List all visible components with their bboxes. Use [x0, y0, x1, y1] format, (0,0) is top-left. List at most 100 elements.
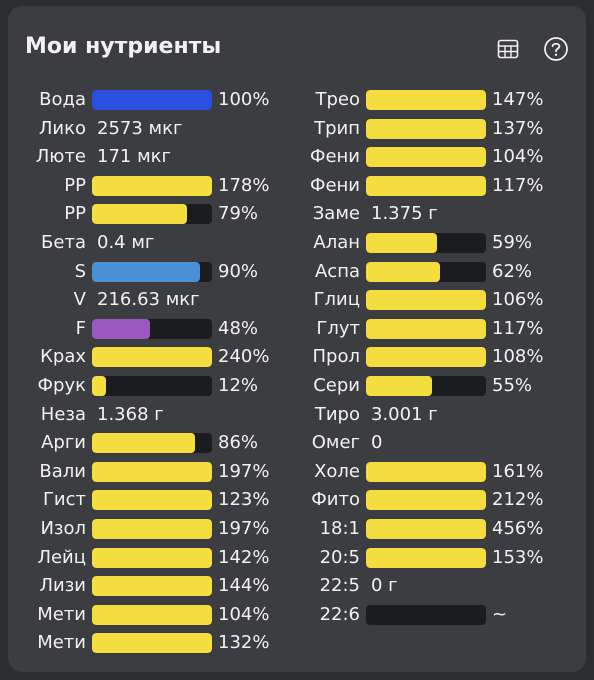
nutrient-row[interactable]: 20:5 153% — [298, 544, 586, 572]
nutrient-progress-fill — [366, 290, 486, 311]
nutrient-progress-fill — [366, 261, 441, 282]
nutrient-row[interactable]: Крах 240% — [8, 343, 298, 371]
nutrient-row[interactable]: V 216.63 мкг — [8, 286, 298, 314]
nutrient-percent: 79% — [218, 203, 259, 225]
nutrient-row[interactable]: Арги 86% — [8, 429, 298, 457]
nutrient-row[interactable]: PP 178% — [8, 172, 298, 200]
nutrient-progress-fill — [92, 261, 200, 282]
nutrient-percent: 100% — [218, 89, 270, 110]
nutrient-progress-fill — [366, 347, 486, 368]
nutrient-label: V — [73, 289, 86, 311]
nutrient-progress-bar — [366, 118, 486, 139]
nutrient-progress-fill — [92, 204, 187, 225]
nutrient-label: Трео — [315, 89, 360, 110]
nutrient-row[interactable]: PP 79% — [8, 200, 298, 228]
nutrient-label: Заме — [312, 203, 360, 225]
nutrient-row[interactable]: Вода 100% — [8, 86, 298, 114]
nutrient-row[interactable]: Омег 0 — [298, 429, 586, 457]
nutrients-card: Мои нутриенты Вода 100% Лико 2573 мкг Люте 17… — [8, 6, 586, 672]
nutrient-progress-bar — [92, 604, 212, 625]
nutrient-row[interactable]: Трео 147% — [298, 86, 586, 114]
nutrient-progress-bar — [366, 90, 486, 110]
nutrient-percent: 212% — [492, 489, 544, 511]
nutrient-row[interactable]: Фрук 12% — [8, 372, 298, 400]
nutrient-percent: 104% — [218, 603, 270, 625]
nutrient-label: Фрук — [37, 375, 86, 396]
nutrient-progress-bar — [92, 347, 212, 368]
nutrient-progress-fill — [366, 233, 437, 253]
nutrient-label: PP — [64, 174, 86, 196]
nutrient-row[interactable]: Мети 132% — [8, 629, 298, 657]
nutrient-amount: 0.4 мг — [97, 232, 155, 253]
nutrient-progress-fill — [92, 175, 212, 196]
nutrient-row[interactable]: S 90% — [8, 258, 298, 286]
nutrient-row[interactable]: Холе 161% — [298, 458, 586, 486]
nutrient-row[interactable]: Неза 1.368 г — [8, 401, 298, 429]
nutrient-percent: 104% — [492, 146, 544, 168]
nutrient-row[interactable]: 18:1 456% — [298, 515, 586, 543]
nutrient-label: Аспа — [314, 260, 360, 282]
nutrient-row[interactable]: Фито 212% — [298, 486, 586, 514]
nutrient-row[interactable]: Мети 104% — [8, 601, 298, 629]
nutrient-row[interactable]: Прол 108% — [298, 343, 586, 371]
nutrient-label: Лико — [38, 117, 86, 139]
nutrient-row[interactable]: Вали 197% — [8, 458, 298, 486]
nutrient-row[interactable]: Трип 137% — [298, 115, 586, 143]
nutrient-row[interactable]: Тиро 3.001 г — [298, 401, 586, 429]
nutrient-percent: 117% — [492, 317, 544, 339]
nutrient-row[interactable]: Алан 59% — [298, 229, 586, 257]
nutrient-amount: 0 — [371, 432, 383, 454]
nutrient-progress-fill — [92, 433, 196, 454]
nutrient-label: 20:5 — [319, 546, 360, 568]
help-icon[interactable] — [543, 36, 569, 62]
nutrient-row[interactable]: 22:5 0 г — [298, 572, 586, 600]
nutrient-progress-fill — [92, 576, 212, 597]
nutrient-row[interactable]: Лико 2573 мкг — [8, 115, 298, 143]
nutrient-amount: 171 мкг — [97, 146, 171, 168]
nutrient-label: Фени — [309, 174, 360, 196]
nutrient-progress-bar — [92, 576, 212, 597]
nutrient-row[interactable]: Гист 123% — [8, 486, 298, 514]
nutrient-percent: 123% — [218, 489, 270, 511]
nutrient-percent: 197% — [218, 460, 270, 482]
nutrient-percent: 161% — [492, 460, 544, 482]
nutrient-row[interactable]: Аспа 62% — [298, 258, 586, 286]
nutrient-row[interactable]: Бета 0.4 мг — [8, 229, 298, 257]
nutrient-progress-bar — [366, 261, 486, 282]
nutrient-row[interactable]: Лизи 144% — [8, 572, 298, 600]
nutrient-amount: 3.001 г — [371, 403, 438, 425]
nutrient-progress-fill — [366, 90, 486, 110]
nutrient-label: Холе — [314, 460, 360, 482]
nutrient-row[interactable]: Глиц 106% — [298, 286, 586, 314]
nutrient-progress-bar — [366, 318, 486, 339]
nutrient-row[interactable]: Лейц 142% — [8, 544, 298, 572]
nutrient-label: Мети — [37, 632, 86, 654]
nutrient-row[interactable]: Изол 197% — [8, 515, 298, 543]
nutrient-label: Бета — [41, 232, 86, 253]
nutrient-label: 22:5 — [319, 575, 360, 597]
nutrient-row[interactable]: Фени 104% — [298, 143, 586, 171]
table-icon[interactable] — [495, 36, 521, 62]
nutrient-progress-bar — [366, 376, 486, 396]
nutrient-row[interactable]: Сери 55% — [298, 372, 586, 400]
nutrient-progress-bar — [92, 204, 212, 225]
nutrient-row[interactable]: Заме 1.375 г — [298, 200, 586, 228]
nutrient-row[interactable]: Люте 171 мкг — [8, 143, 298, 171]
nutrient-row[interactable]: 22:6 ~ — [298, 601, 586, 629]
nutrient-percent: 117% — [492, 174, 544, 196]
nutrient-row[interactable]: F 48% — [8, 315, 298, 343]
nutrient-label: Трип — [314, 117, 360, 139]
nutrient-label: Мети — [37, 603, 86, 625]
nutrient-label: Крах — [40, 346, 86, 368]
nutrient-progress-fill — [92, 519, 212, 539]
nutrient-progress-fill — [366, 519, 486, 539]
nutrient-percent: 197% — [218, 518, 270, 539]
nutrient-progress-bar — [92, 90, 212, 110]
nutrient-percent: 144% — [218, 575, 270, 597]
nutrient-label: Арги — [41, 432, 86, 454]
nutrient-label: Глут — [316, 317, 360, 339]
nutrient-progress-bar — [366, 547, 486, 568]
nutrient-row[interactable]: Фени 117% — [298, 172, 586, 200]
nutrient-row[interactable]: Глут 117% — [298, 315, 586, 343]
nutrient-amount: 2573 мкг — [97, 117, 183, 139]
